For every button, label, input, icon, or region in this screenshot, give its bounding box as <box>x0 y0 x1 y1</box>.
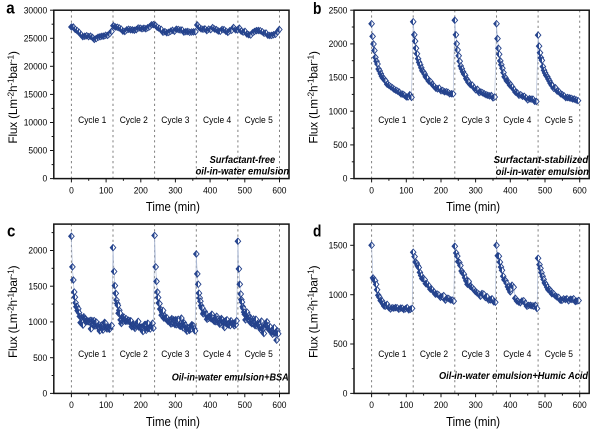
svg-text:Time (min): Time (min) <box>446 415 500 429</box>
svg-text:400: 400 <box>503 400 517 410</box>
svg-text:0: 0 <box>69 400 74 410</box>
svg-text:200: 200 <box>134 185 148 195</box>
svg-text:0: 0 <box>369 185 374 195</box>
svg-text:Cycle 1: Cycle 1 <box>78 115 106 125</box>
svg-text:1500: 1500 <box>329 73 348 83</box>
svg-text:Time (min): Time (min) <box>446 200 500 214</box>
svg-text:0: 0 <box>343 174 348 184</box>
svg-text:500: 500 <box>333 339 347 349</box>
svg-text:Cycle 5: Cycle 5 <box>245 349 273 359</box>
svg-text:100: 100 <box>399 185 413 195</box>
svg-text:600: 600 <box>573 185 587 195</box>
svg-text:b: b <box>313 0 321 18</box>
svg-text:400: 400 <box>203 185 217 195</box>
svg-text:Cycle 5: Cycle 5 <box>545 349 573 359</box>
svg-text:500: 500 <box>238 185 252 195</box>
svg-text:1000: 1000 <box>28 317 47 327</box>
svg-text:Cycle 2: Cycle 2 <box>420 115 448 125</box>
svg-text:500: 500 <box>538 185 552 195</box>
svg-text:Cycle 2: Cycle 2 <box>120 115 148 125</box>
svg-text:30000: 30000 <box>24 5 48 15</box>
svg-text:Flux (Lm-2h-1bar-1): Flux (Lm-2h-1bar-1) <box>306 265 321 358</box>
svg-text:Cycle 2: Cycle 2 <box>120 349 148 359</box>
svg-text:Cycle 4: Cycle 4 <box>503 349 531 359</box>
svg-text:oil-in-water emulsion: oil-in-water emulsion <box>196 166 290 178</box>
svg-text:500: 500 <box>238 400 252 410</box>
svg-text:Cycle 1: Cycle 1 <box>378 349 406 359</box>
svg-text:Cycle 3: Cycle 3 <box>462 115 490 125</box>
svg-text:0: 0 <box>43 174 48 184</box>
svg-text:2000: 2000 <box>28 246 47 256</box>
svg-text:300: 300 <box>469 185 483 195</box>
svg-text:200: 200 <box>434 185 448 195</box>
svg-text:oil-in-water emulsion: oil-in-water emulsion <box>496 166 589 178</box>
svg-text:600: 600 <box>573 400 587 410</box>
svg-text:100: 100 <box>399 400 413 410</box>
svg-text:Cycle 3: Cycle 3 <box>462 349 490 359</box>
svg-text:2500: 2500 <box>329 5 348 15</box>
svg-text:2000: 2000 <box>329 39 348 49</box>
svg-text:0: 0 <box>43 389 48 399</box>
svg-text:100: 100 <box>99 185 113 195</box>
svg-text:1500: 1500 <box>329 240 348 250</box>
svg-text:600: 600 <box>272 400 286 410</box>
svg-text:500: 500 <box>538 400 552 410</box>
svg-text:Cycle 4: Cycle 4 <box>203 115 231 125</box>
svg-text:Cycle 2: Cycle 2 <box>420 349 448 359</box>
svg-text:Cycle 4: Cycle 4 <box>503 115 531 125</box>
svg-text:d: d <box>313 221 321 240</box>
svg-text:Cycle 1: Cycle 1 <box>78 349 106 359</box>
svg-text:Oil-in-water emulsion+BSA: Oil-in-water emulsion+BSA <box>172 372 289 384</box>
svg-text:Cycle 3: Cycle 3 <box>161 115 189 125</box>
svg-text:Cycle 1: Cycle 1 <box>378 115 406 125</box>
svg-text:100: 100 <box>99 400 113 410</box>
svg-text:1000: 1000 <box>329 290 348 300</box>
svg-text:0: 0 <box>369 400 374 410</box>
svg-text:Flux (Lm-2h-1bar-1): Flux (Lm-2h-1bar-1) <box>6 265 21 358</box>
svg-text:1500: 1500 <box>28 281 47 291</box>
svg-text:Cycle 5: Cycle 5 <box>245 115 273 125</box>
svg-text:Cycle 3: Cycle 3 <box>161 349 189 359</box>
svg-text:Time (min): Time (min) <box>146 200 200 214</box>
svg-text:600: 600 <box>272 185 286 195</box>
svg-text:500: 500 <box>333 140 347 150</box>
svg-text:200: 200 <box>134 400 148 410</box>
svg-text:c: c <box>7 221 15 240</box>
svg-text:300: 300 <box>469 400 483 410</box>
svg-text:Cycle 5: Cycle 5 <box>545 115 573 125</box>
svg-text:300: 300 <box>168 185 182 195</box>
svg-text:15000: 15000 <box>24 90 48 100</box>
svg-text:500: 500 <box>33 353 47 363</box>
svg-text:0: 0 <box>343 389 348 399</box>
svg-text:Cycle 4: Cycle 4 <box>203 349 231 359</box>
svg-text:0: 0 <box>69 185 74 195</box>
svg-text:Oil-in-water emulsion+Humic Ac: Oil-in-water emulsion+Humic Acid <box>439 370 588 382</box>
svg-text:a: a <box>6 0 15 18</box>
svg-text:Flux (Lm-2h-1bar-1): Flux (Lm-2h-1bar-1) <box>306 51 321 144</box>
svg-text:20000: 20000 <box>24 61 48 71</box>
svg-text:25000: 25000 <box>24 33 48 43</box>
svg-text:Surfactant-stabilized: Surfactant-stabilized <box>494 154 589 166</box>
svg-text:5000: 5000 <box>28 146 47 156</box>
svg-text:Time (min): Time (min) <box>146 415 200 429</box>
svg-text:400: 400 <box>503 185 517 195</box>
svg-text:10000: 10000 <box>24 118 48 128</box>
svg-text:1000: 1000 <box>329 106 348 116</box>
svg-text:200: 200 <box>434 400 448 410</box>
svg-text:400: 400 <box>203 400 217 410</box>
svg-text:Surfactant-free: Surfactant-free <box>210 154 276 166</box>
svg-text:300: 300 <box>168 400 182 410</box>
svg-text:Flux (Lm-2h-1bar-1): Flux (Lm-2h-1bar-1) <box>6 51 21 144</box>
